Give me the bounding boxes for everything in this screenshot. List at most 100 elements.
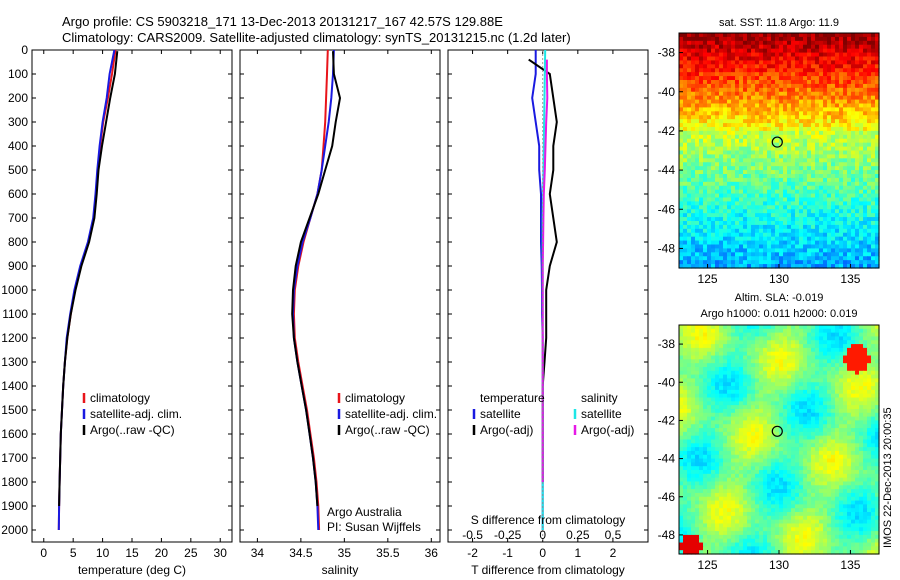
x-tick-label: 125	[698, 272, 718, 286]
annotation-text: PI: Susan Wijffels	[327, 520, 421, 534]
y-tick-label: 1300	[1, 355, 28, 369]
chart-title-line1: Argo profile: CS 5903218_171 13-Dec-2013…	[62, 14, 503, 29]
heatmap-cells	[679, 33, 880, 269]
y-tick-label: -42	[658, 413, 676, 427]
legend-label: Argo(..raw -QC)	[345, 423, 430, 437]
y-tick-label: -40	[658, 375, 676, 389]
heatmap-cells	[679, 325, 880, 555]
y-tick-label: 200	[8, 91, 28, 105]
argo-location-marker	[771, 425, 783, 437]
y-tick-label: -44	[658, 452, 676, 466]
y-tick-label: -48	[658, 528, 676, 542]
series-line-satellite	[531, 50, 544, 530]
y-tick-label: 700	[8, 211, 28, 225]
y-tick-label: -48	[658, 241, 676, 255]
top-tick-label: 0	[539, 528, 546, 542]
legend-label: satellite-adj. clim.	[90, 407, 182, 421]
annotation-text: Argo Australia	[327, 505, 402, 519]
y-tick-label: 1800	[1, 475, 28, 489]
top-tick-label: -0.5	[462, 528, 483, 542]
panel-salinity: 34 34.5 35 35.5 36 salinity climatology satelli…	[239, 49, 441, 577]
y-tick-label: 1900	[1, 499, 28, 513]
y-tick-label: 400	[8, 139, 28, 153]
map-title: sat. SST: 11.8 Argo: 11.9	[719, 17, 839, 29]
series-line-argo-raw-qc-	[58, 51, 119, 507]
legend-label: Argo(-adj)	[480, 423, 533, 437]
y-tick-label: -38	[658, 46, 676, 60]
panel-difference: -2 -1 0 1 2 T difference from climatology temp…	[447, 49, 649, 577]
y-tick-label: 1600	[1, 427, 28, 441]
footer-label: IMOS 22-Dec-2013 20:00:35	[882, 407, 894, 548]
y-tick-label: 0	[21, 43, 28, 57]
x-tick-label: 130	[769, 558, 789, 572]
series-line-climatology	[292, 49, 329, 531]
panel-temperature: 0 5 10 15 20 25 300100200300400500600700800900…	[1, 43, 233, 577]
x-tick-label: -1	[502, 546, 513, 560]
y-tick-label: 500	[8, 163, 28, 177]
chart-title-line2: Climatology: CARS2009. Satellite-adjuste…	[62, 30, 571, 45]
legend-label: Argo(-adj)	[581, 423, 634, 437]
x-tick-label: 35	[338, 546, 352, 560]
x-tick-label: 135	[840, 558, 860, 572]
x-tick-label: 36	[425, 546, 439, 560]
y-tick-label: 800	[8, 235, 28, 249]
series-line-argo-raw-qc-	[291, 51, 342, 507]
y-tick-label: 1500	[1, 403, 28, 417]
x-tick-label: 34	[251, 546, 265, 560]
legend-label: satellite-adj. clim.	[345, 407, 437, 421]
y-tick-label: 100	[8, 67, 28, 81]
legend-label: climatology	[90, 391, 150, 405]
x-axis-label: temperature (deg C)	[78, 563, 186, 577]
y-tick-label: -38	[658, 337, 676, 351]
y-tick-label: -46	[658, 202, 676, 216]
y-tick-label: 1100	[2, 307, 28, 321]
y-tick-label: -46	[658, 490, 676, 504]
map-subtitle: Argo h1000: 0.011 h2000: 0.019	[701, 308, 858, 320]
map-sst_map: 125 130 135 -38 -40 -42 -44 -46 -48 sat. SST: 11.…	[658, 17, 880, 286]
x-tick-label: 130	[769, 272, 789, 286]
x-tick-label: 25	[184, 546, 198, 560]
y-tick-label: 900	[8, 259, 28, 273]
argo-location-marker	[771, 136, 783, 148]
x-tick-label: 30	[214, 546, 228, 560]
panel-frame	[447, 49, 649, 543]
y-tick-label: 1700	[1, 451, 28, 465]
x-tick-label: 35.5	[376, 546, 400, 560]
x-tick-label: 34.5	[289, 546, 313, 560]
top-tick-label: -0.25	[494, 528, 522, 542]
y-tick-label: 1000	[1, 283, 28, 297]
y-tick-label: -40	[658, 85, 676, 99]
y-tick-label: 1200	[1, 331, 28, 345]
x-tick-label: 1	[574, 546, 581, 560]
y-tick-label: 2000	[1, 523, 28, 537]
y-tick-label: 600	[8, 187, 28, 201]
legend-label: Argo(..raw -QC)	[90, 423, 175, 437]
y-tick-label: -44	[658, 163, 676, 177]
x-tick-label: 2	[610, 546, 617, 560]
legend-label: satellite	[581, 407, 622, 421]
x-axis-label: salinity	[322, 563, 359, 577]
x-axis-label: T difference from climatology	[471, 563, 625, 577]
legend-title: salinity	[581, 391, 618, 405]
x-tick-label: 0	[40, 546, 47, 560]
y-tick-label: -42	[658, 124, 676, 138]
x-tick-label: 10	[96, 546, 110, 560]
top-tick-label: 0.25	[566, 528, 590, 542]
x-tick-label: 20	[155, 546, 169, 560]
map-sla_map: 125 130 135 -38 -40 -42 -44 -46 -48 Altim. SLA: -…	[658, 292, 880, 572]
panel-frame	[31, 49, 233, 543]
top-tick-label: 0.5	[605, 528, 622, 542]
y-tick-label: 300	[8, 115, 28, 129]
map-title: Altim. SLA: -0.019	[735, 292, 824, 304]
top-axis-label: S difference from climatology	[471, 513, 626, 527]
x-tick-label: 5	[70, 546, 77, 560]
x-tick-label: -2	[467, 546, 478, 560]
x-tick-label: 125	[698, 558, 718, 572]
x-tick-label: 0	[539, 546, 546, 560]
x-tick-label: 15	[125, 546, 139, 560]
legend-label: satellite	[480, 407, 521, 421]
legend-label: climatology	[345, 391, 405, 405]
panel-frame	[239, 49, 441, 543]
x-tick-label: 135	[840, 272, 860, 286]
